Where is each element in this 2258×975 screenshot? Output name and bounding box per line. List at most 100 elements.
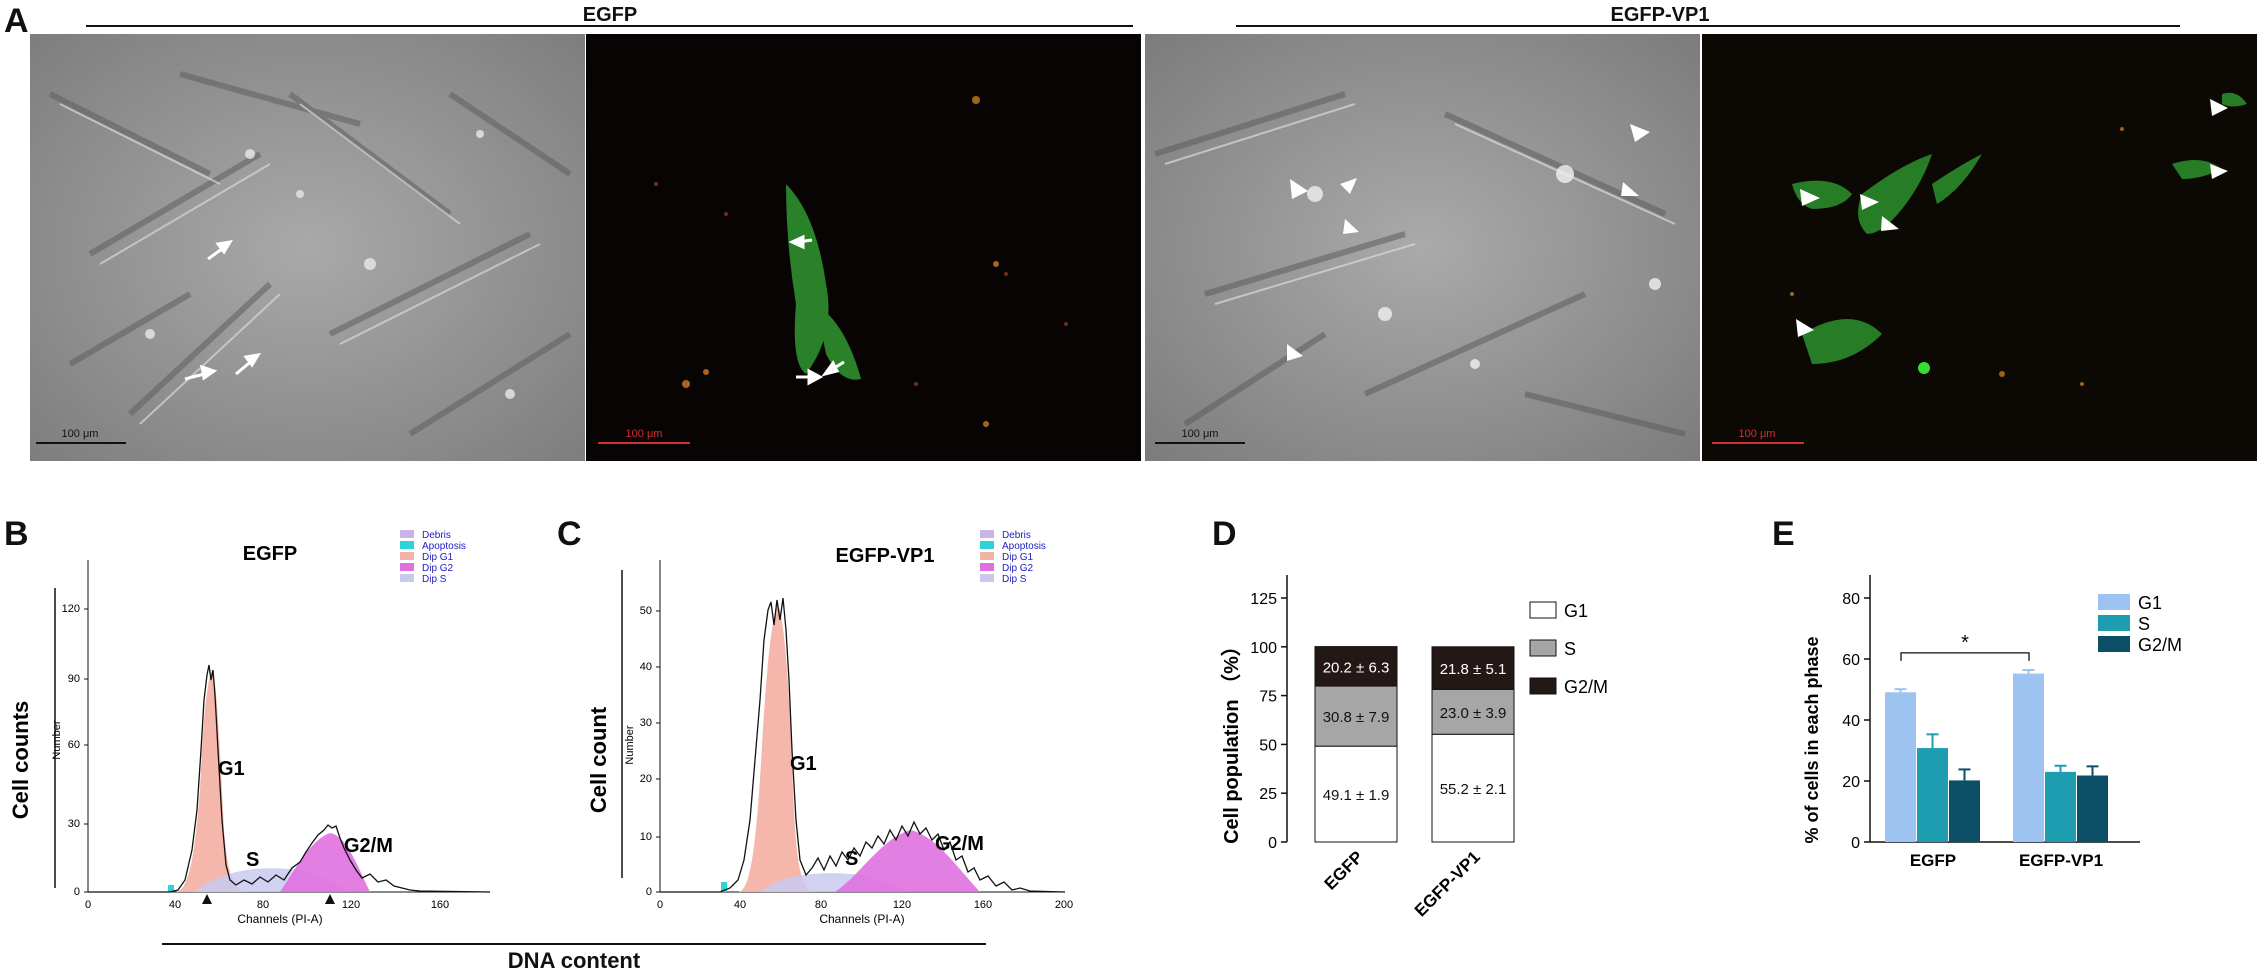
xtick-c-200: 200 <box>1055 899 1073 911</box>
significance-bracket-e <box>1900 652 2030 661</box>
ytick-b-120: 120 <box>62 603 80 615</box>
xtick-b-0: 0 <box>85 899 91 911</box>
bar-e <box>1885 692 1916 842</box>
inner-ylabel-c: Number <box>624 725 636 764</box>
bar-e <box>1949 780 1980 842</box>
yticks-c: 0 10 20 30 40 50 <box>640 605 652 898</box>
dip-g1-area-b <box>175 670 245 892</box>
bar-value-label-d: 30.8 ± 7.9 <box>1323 709 1390 726</box>
xticks-c: 0 40 80 120 160 200 <box>657 899 1073 911</box>
outer-ylabel-b: Cell counts <box>8 701 33 820</box>
ytick-label-e: 60 <box>1842 652 1860 669</box>
peak-label-s-b: S <box>246 849 259 871</box>
dip-g2-area-c <box>835 830 980 892</box>
peak-label-g1-c: G1 <box>790 753 817 775</box>
group-line-egfp-vp1 <box>1236 25 2180 27</box>
dna-content-label: DNA content <box>507 948 641 973</box>
legend-swatch-d <box>1529 601 1557 619</box>
legend-label-d: S <box>1564 639 1576 659</box>
histogram-egfp-vp1: Cell count Number EGFP-VP1 Debris Apopto… <box>580 530 1100 975</box>
ytick-c-10: 10 <box>640 831 652 843</box>
outer-ylabel-c: Cell count <box>586 706 611 813</box>
ytick-label-d: 100 <box>1250 640 1277 657</box>
ytick-label-d: 125 <box>1250 591 1277 608</box>
legend-swatch-e <box>2098 636 2130 652</box>
bar-segment-d <box>1431 733 1515 843</box>
peak-label-g2m-c: G2/M <box>935 833 984 855</box>
group-label-egfp-vp1: EGFP-VP1 <box>1610 4 1710 26</box>
ytick-label-d: 25 <box>1259 786 1277 803</box>
ytick-b-30: 30 <box>68 818 80 830</box>
xticks-b: 0 40 80 120 160 <box>85 899 449 911</box>
bar-segment-d <box>1431 646 1515 690</box>
dip-g1-area-c <box>738 605 812 892</box>
panel-d-letter: D <box>1212 515 1237 553</box>
ytick-label-d: 75 <box>1259 689 1277 706</box>
ytick-label-e: 0 <box>1851 835 1860 852</box>
xtick-label-d: EGFP <box>1321 847 1367 893</box>
ytick-b-90: 90 <box>68 673 80 685</box>
xtick-label-d: EGFP-VP1 <box>1411 847 1484 920</box>
histogram-egfp: Cell counts Number EGFP Debris Apoptosis… <box>0 530 560 975</box>
title-c: EGFP-VP1 <box>836 545 935 567</box>
ytick-c-50: 50 <box>640 605 652 617</box>
xtick-b-80: 80 <box>257 899 269 911</box>
ytick-c-20: 20 <box>640 773 652 785</box>
ytick-c-30: 30 <box>640 717 652 729</box>
dip-g2-area-b <box>280 833 370 892</box>
bar-segment-d <box>1314 745 1398 843</box>
legend-label-e: G1 <box>2138 593 2162 613</box>
chart-e: % of cells in each phase 0 20 40 60 80 * G1 S… <box>1790 540 2258 975</box>
ytick-b-0: 0 <box>74 886 80 898</box>
legend-swatch-d <box>1529 639 1557 657</box>
group-label-egfp: EGFP <box>582 4 638 26</box>
legend-c-dip-s: Dip S <box>1002 574 1027 585</box>
ytick-c-0: 0 <box>646 886 652 898</box>
legend-b-debris: Debris <box>422 530 451 541</box>
xtick-label-e: EGFP <box>1910 851 1956 870</box>
yticks-b: 0 30 60 90 120 <box>62 603 80 898</box>
bar-segment-d <box>1314 685 1398 747</box>
bar-e <box>1917 748 1948 842</box>
legend-b-dip-s: Dip S <box>422 574 447 585</box>
legend-b-apoptosis: Apoptosis <box>422 541 466 552</box>
panel-a-letter: A <box>4 2 29 40</box>
legend-swatch-e <box>2098 615 2130 631</box>
ytick-label-d: 0 <box>1268 835 1277 852</box>
group-line-egfp <box>86 25 1133 27</box>
significance-star-e: * <box>1961 632 1969 654</box>
legend-c: Debris Apoptosis Dip G1 Dip G2 Dip S <box>980 530 1046 585</box>
panel-b-letter: B <box>4 515 29 553</box>
xtick-b-40: 40 <box>169 899 181 911</box>
dna-content-line <box>162 943 986 945</box>
xtick-b-120: 120 <box>342 899 360 911</box>
chart-d: Cell population （%） 0 25 50 75 100 125 49.1 ±… <box>1210 540 1608 975</box>
bar-value-label-d: 55.2 ± 2.1 <box>1440 781 1507 798</box>
legend-c-debris: Debris <box>1002 530 1031 541</box>
xlabel-c: Channels (PI-A) <box>819 912 904 926</box>
legend-b: Debris Apoptosis Dip G1 Dip G2 Dip S <box>400 530 466 585</box>
ytick-b-60: 60 <box>68 739 80 751</box>
bar-value-label-d: 49.1 ± 1.9 <box>1323 787 1390 804</box>
legend-swatch-d <box>1529 677 1557 695</box>
peak-label-g2m-b: G2/M <box>344 835 393 857</box>
legend-label-d: G2/M <box>1564 677 1608 697</box>
apoptosis-area-b <box>168 885 174 892</box>
micrograph-egfp-vp1-fluorescence: 100 μm <box>1702 34 2257 461</box>
ytick-label-e: 80 <box>1842 591 1860 608</box>
bar-e <box>2045 771 2076 842</box>
xtick-c-0: 0 <box>657 899 663 911</box>
panel-e-letter: E <box>1772 515 1795 553</box>
legend-b-dip-g2: Dip G2 <box>422 563 454 574</box>
xtick-label-e: EGFP-VP1 <box>2019 851 2103 870</box>
xlabel-b: Channels (PI-A) <box>237 912 322 926</box>
scale-bar-text-1: 100 μm <box>62 428 99 440</box>
bar-value-label-d: 21.8 ± 5.1 <box>1440 661 1507 678</box>
xtick-c-120: 120 <box>893 899 911 911</box>
bar-segment-d <box>1431 688 1515 735</box>
histogram-outline-c <box>660 597 1066 893</box>
xtick-b-160: 160 <box>431 899 449 911</box>
xtick-c-160: 160 <box>974 899 992 911</box>
ylabel-e: % of cells in each phase <box>1802 636 1822 843</box>
histogram-outline-b <box>88 664 491 893</box>
